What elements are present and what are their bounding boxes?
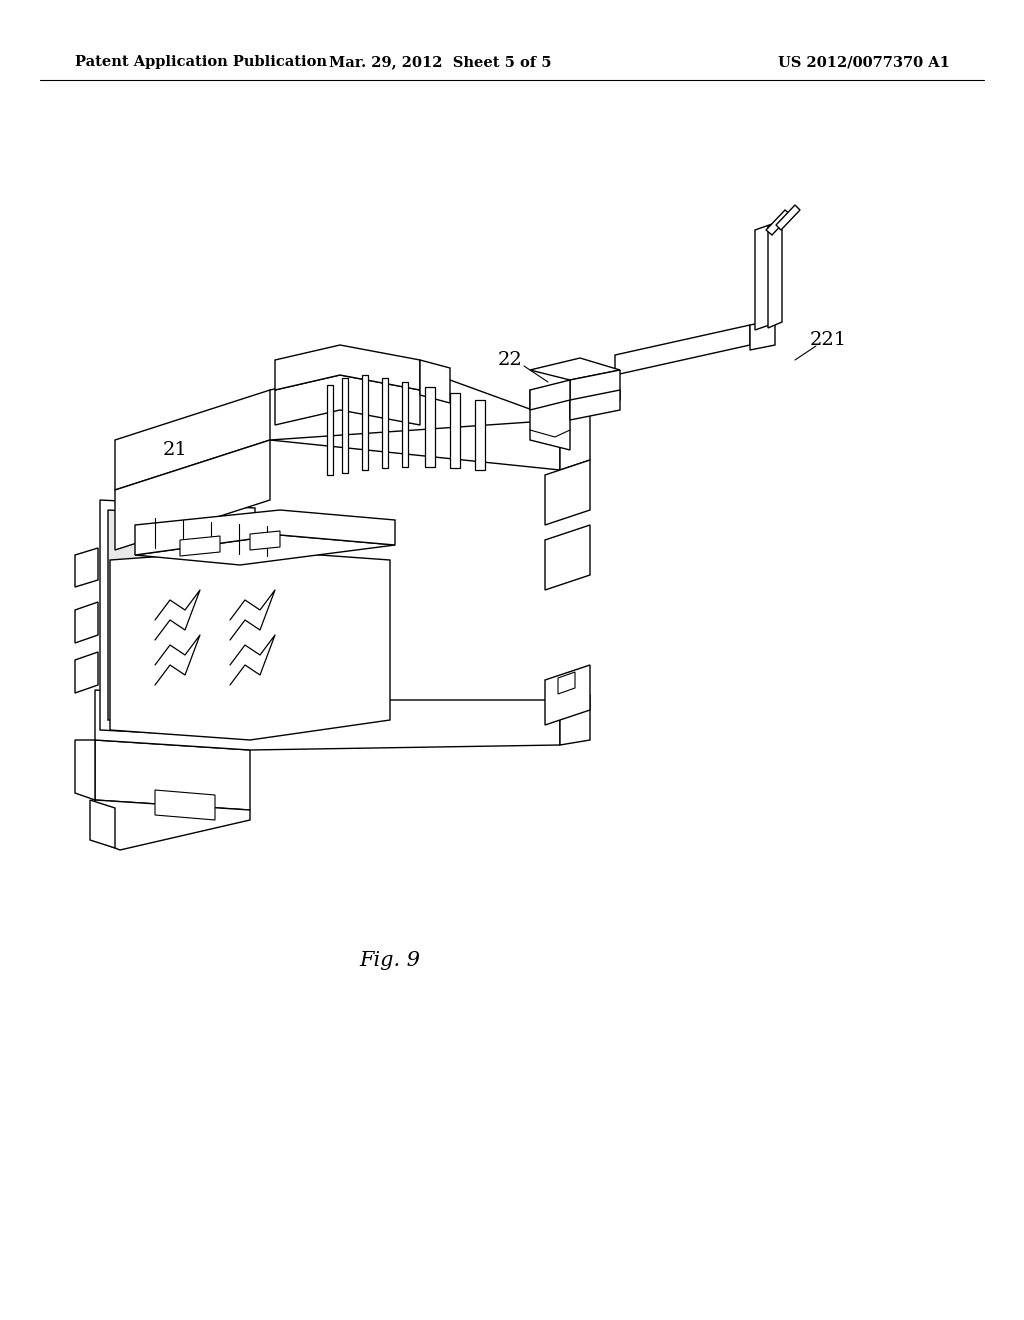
Text: 221: 221: [809, 331, 847, 348]
Polygon shape: [615, 325, 750, 375]
Polygon shape: [90, 800, 115, 847]
Polygon shape: [75, 548, 98, 587]
Polygon shape: [108, 510, 245, 729]
Text: Patent Application Publication: Patent Application Publication: [75, 55, 327, 69]
Polygon shape: [402, 381, 408, 467]
Polygon shape: [115, 440, 270, 550]
Polygon shape: [545, 525, 590, 590]
Polygon shape: [766, 210, 791, 235]
Polygon shape: [250, 531, 280, 550]
Polygon shape: [342, 378, 348, 473]
Polygon shape: [420, 360, 450, 403]
Polygon shape: [135, 510, 395, 554]
Polygon shape: [530, 380, 570, 411]
Polygon shape: [560, 411, 590, 470]
Polygon shape: [545, 459, 590, 525]
Polygon shape: [135, 535, 395, 565]
Text: 22: 22: [498, 351, 522, 370]
Polygon shape: [768, 222, 782, 327]
Polygon shape: [75, 602, 98, 643]
Polygon shape: [382, 378, 388, 469]
Text: Fig. 9: Fig. 9: [359, 950, 421, 969]
Polygon shape: [100, 500, 255, 738]
Polygon shape: [110, 550, 390, 741]
Polygon shape: [95, 690, 560, 750]
Polygon shape: [750, 319, 775, 350]
Polygon shape: [75, 652, 98, 693]
Polygon shape: [560, 696, 590, 744]
Polygon shape: [95, 800, 250, 850]
Polygon shape: [450, 393, 460, 469]
Polygon shape: [362, 375, 368, 470]
Polygon shape: [776, 205, 800, 230]
Polygon shape: [180, 536, 220, 556]
Polygon shape: [425, 387, 435, 467]
Text: Mar. 29, 2012  Sheet 5 of 5: Mar. 29, 2012 Sheet 5 of 5: [329, 55, 551, 69]
Polygon shape: [275, 345, 420, 389]
Polygon shape: [530, 389, 570, 450]
Polygon shape: [558, 672, 575, 694]
Polygon shape: [275, 375, 420, 425]
Polygon shape: [570, 389, 620, 420]
Text: 21: 21: [163, 441, 187, 459]
Polygon shape: [95, 741, 250, 810]
Polygon shape: [570, 370, 620, 411]
Polygon shape: [755, 223, 775, 330]
Polygon shape: [327, 385, 333, 475]
Text: US 2012/0077370 A1: US 2012/0077370 A1: [778, 55, 950, 69]
Polygon shape: [530, 358, 620, 380]
Polygon shape: [115, 389, 560, 490]
Polygon shape: [155, 789, 215, 820]
Polygon shape: [75, 741, 95, 800]
Polygon shape: [270, 366, 560, 440]
Polygon shape: [545, 665, 590, 725]
Polygon shape: [475, 400, 485, 470]
